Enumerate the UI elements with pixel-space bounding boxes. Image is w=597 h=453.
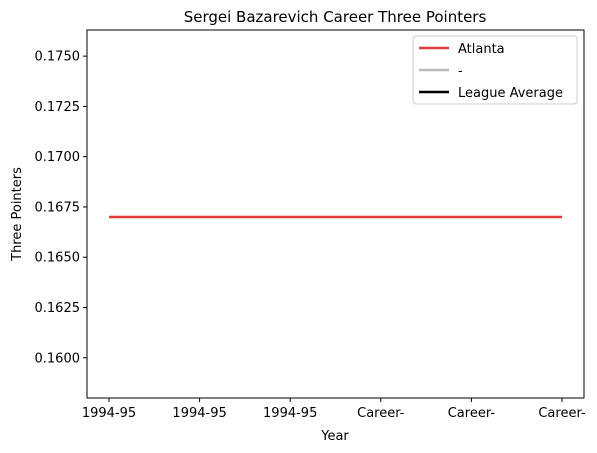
y-tick-label: 0.1625 — [35, 301, 81, 316]
x-tick-label: Career- — [448, 406, 496, 421]
legend-label-dash: - — [458, 64, 463, 79]
legend: Atlanta - League Average — [412, 35, 578, 105]
y-tick-label: 0.1650 — [35, 251, 81, 266]
y-tick-label: 0.1725 — [35, 100, 81, 115]
legend-label-atlanta: Atlanta — [458, 42, 505, 57]
x-tick-label: 1994-95 — [172, 406, 226, 421]
y-axis-label: Three Pointers — [10, 167, 25, 262]
legend-label-league-average: League Average — [458, 86, 563, 101]
x-tick-label: Career- — [357, 406, 405, 421]
x-tick-label: 1994-95 — [82, 406, 136, 421]
chart-title: Sergei Bazarevich Career Three Pointers — [184, 8, 487, 26]
x-tick-label: Career- — [538, 406, 586, 421]
y-tick-label: 0.1600 — [35, 351, 81, 366]
y-axis: 0.1600 0.1625 0.1650 0.1675 0.1700 0.1725 0.17… — [35, 50, 87, 366]
y-tick-label: 0.1675 — [35, 200, 81, 215]
legend-box — [412, 35, 578, 105]
x-axis: 1994-95 1994-95 1994-95 Career- Career- Caree… — [82, 398, 586, 421]
x-tick-label: 1994-95 — [263, 406, 317, 421]
x-axis-label: Year — [320, 429, 349, 444]
y-tick-label: 0.1750 — [35, 50, 81, 65]
y-tick-label: 0.1700 — [35, 150, 81, 165]
